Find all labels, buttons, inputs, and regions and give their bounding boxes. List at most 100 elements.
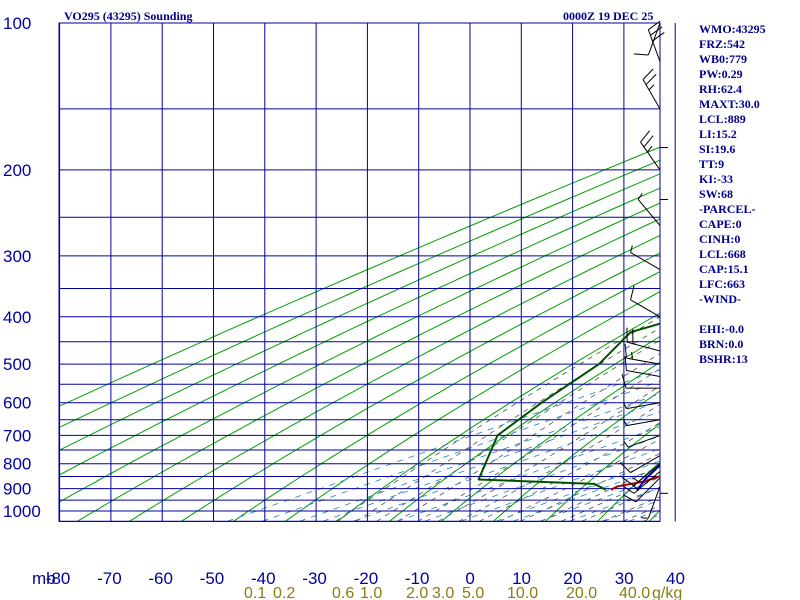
index-sep: : [717,82,721,96]
wind-barb [621,373,660,389]
moist-adiabat-line [376,339,660,522]
dry-adiabat-line [389,335,660,522]
index-sep: : [717,67,722,81]
index-key: LCL [699,247,724,261]
stability-index-item: EHI:-0.0 [699,322,766,337]
index-sep: : [714,157,719,171]
temperature-tick-label: -60 [148,569,173,588]
stability-index-item: RH:62.4 [699,82,766,97]
y-axis-unit-label: mb [32,569,56,588]
dry-adiabat-line [59,187,660,476]
dry-adiabat-line [181,252,660,522]
index-key: TT [699,157,715,171]
moist-adiabat-line [581,486,660,522]
index-key: BRN [699,337,725,351]
chart-title: VO295 (43295) Sounding [64,9,192,23]
index-key: RH [699,82,717,96]
moist-adiabat-line [355,327,660,522]
dry-adiabat-layer [59,146,660,522]
dry-adiabat-line [59,159,660,429]
index-value: 9 [718,157,725,171]
index-sep: : [723,262,728,276]
index-key: MAXT [699,97,735,111]
stability-index-item: SI:19.6 [699,142,766,157]
mixing-ratio-label: 0.1 [244,585,266,600]
wind-barb [622,418,661,427]
moist-adiabat-line [520,453,660,522]
temperature-tick-label: -30 [302,569,327,588]
stability-index-panel: WMO:43295 FRZ:542 WB0:779 PW:0.29 RH:62.4 MAX… [699,22,766,367]
index-sep: : [713,172,718,186]
index-value: 779 [729,52,748,66]
temperature-tick-label: -80 [46,569,71,588]
index-key: FRZ [699,37,723,51]
index-value: 889 [727,112,746,126]
index-sep: : [721,322,726,336]
mixing-ratio-label: 0.6 [332,585,354,600]
dry-adiabat-line [545,423,660,522]
dry-adiabat-line [337,312,660,522]
stability-index-item: LI:15.2 [699,127,766,142]
index-value: 30.0 [738,97,760,111]
index-key: LCL [699,112,724,126]
stability-index-item: CAP:15.1 [699,262,766,277]
index-key: LI [699,127,712,141]
pressure-tick-label: 800 [3,455,31,474]
wind-barb [626,327,661,352]
mixing-ratio-label: 40.0 [619,585,650,600]
index-key: CINH [699,232,731,246]
wind-barb [630,245,661,270]
stability-index-item: PW:0.29 [699,67,766,82]
temperature-tick-label: -10 [405,569,430,588]
index-key: LFC [699,277,723,291]
mixing-ratio-label: 1.0 [360,585,382,600]
index-key: EHI [699,322,722,336]
wind-barb [621,471,661,494]
mixing-ratio-line [397,426,660,522]
pressure-tick-label: 100 [3,14,31,33]
mixing-ratio-line [227,369,660,522]
mixing-ratio-label: 5.0 [462,585,484,600]
stability-index-item: WMO:43295 [699,22,766,37]
dry-adiabat-line [233,271,660,522]
parcel-profile-line [636,463,660,492]
index-value: 0 [734,232,741,246]
dry-adiabat-line [441,361,660,522]
index-value: 15.2 [715,127,737,141]
moist-adiabat-line [335,316,660,522]
index-key: -WIND- [699,292,741,306]
temperature-tick-label: 40 [666,569,685,588]
index-key: PW [699,67,718,81]
index-sep: : [723,37,727,51]
index-sep: : [724,337,729,351]
wind-barb [640,130,661,171]
stability-index-item: CAPE:0 [699,217,766,232]
pressure-tick-label: 700 [3,426,31,445]
mixing-ratio-label: 2.0 [406,585,428,600]
temperature-tick-label: -70 [97,569,122,588]
index-sep: : [723,247,728,261]
stability-index-item: WB0:779 [699,52,766,67]
wind-barb [641,486,661,519]
index-key: WB0 [699,52,726,66]
stability-index-item: -WIND- [699,292,766,307]
index-sep: : [710,142,715,156]
pressure-tick-label: 400 [3,308,31,327]
dry-adiabat-line [285,291,660,522]
stability-index-item: LFC:663 [699,277,766,292]
mixing-ratio-label: 3.0 [432,585,454,600]
mixing-ratio-label: 10.0 [507,585,538,600]
stability-index-item: -PARCEL- [699,202,766,217]
profile-layer [477,322,660,492]
moist-adiabat-line [540,465,660,522]
stability-index-item: TT:9 [699,157,766,172]
stability-index-item: CINH:0 [699,232,766,247]
index-sep: : [731,22,736,36]
wind-barb [637,193,661,226]
wind-barb [623,434,661,448]
stability-index-item: FRZ:542 [699,37,766,52]
temperature-tick-label: 10 [512,569,531,588]
index-sep: : [723,112,728,126]
index-key: -PARCEL- [699,202,756,216]
wind-barb [622,477,661,503]
